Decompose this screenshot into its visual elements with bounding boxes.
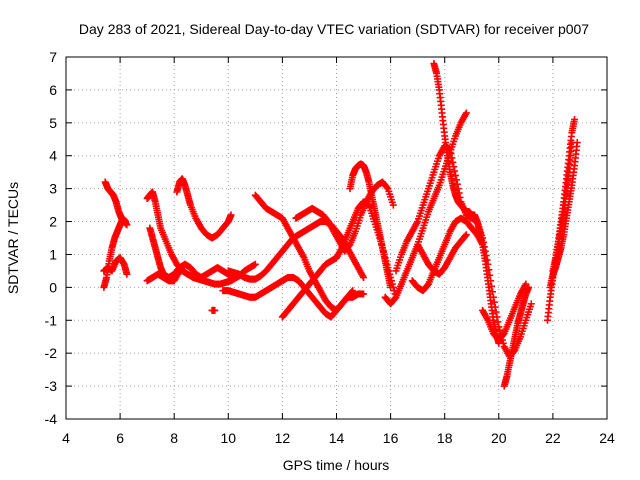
data-point-dense bbox=[496, 326, 504, 334]
data-point bbox=[349, 287, 357, 295]
series-arc-07 bbox=[173, 175, 235, 242]
data-point-dense bbox=[461, 232, 469, 240]
chart-title: Day 283 of 2021, Sidereal Day-to-day VTE… bbox=[79, 21, 589, 37]
data-point bbox=[211, 306, 219, 314]
series-arc-11 bbox=[251, 191, 357, 314]
data-point-dense bbox=[451, 167, 459, 175]
data-point bbox=[387, 283, 395, 291]
data-point bbox=[181, 260, 189, 268]
data-point bbox=[227, 211, 235, 219]
data-point-dense bbox=[383, 184, 391, 192]
series-arc-06 bbox=[146, 224, 189, 281]
series-arc-14 bbox=[346, 160, 395, 291]
series-arc-15 bbox=[381, 231, 470, 308]
data-points bbox=[100, 60, 581, 390]
data-point bbox=[123, 270, 131, 278]
data-point bbox=[360, 290, 368, 298]
series-arc-08 bbox=[208, 306, 219, 314]
series-arc-13 bbox=[292, 178, 397, 255]
data-point bbox=[462, 231, 470, 239]
data-point bbox=[122, 218, 130, 226]
data-point-dense bbox=[348, 288, 356, 296]
series-arc-18 bbox=[414, 109, 470, 249]
data-point-dense bbox=[449, 158, 457, 166]
data-point-dense bbox=[453, 180, 461, 188]
data-point bbox=[251, 260, 259, 268]
data-point-dense bbox=[452, 176, 460, 184]
series-arc-17 bbox=[430, 60, 503, 347]
data-point bbox=[389, 201, 397, 209]
data-point bbox=[452, 171, 460, 179]
data-point-dense bbox=[492, 308, 500, 316]
data-point bbox=[123, 221, 131, 229]
series-arc-03 bbox=[100, 254, 131, 278]
data-point bbox=[360, 273, 368, 281]
